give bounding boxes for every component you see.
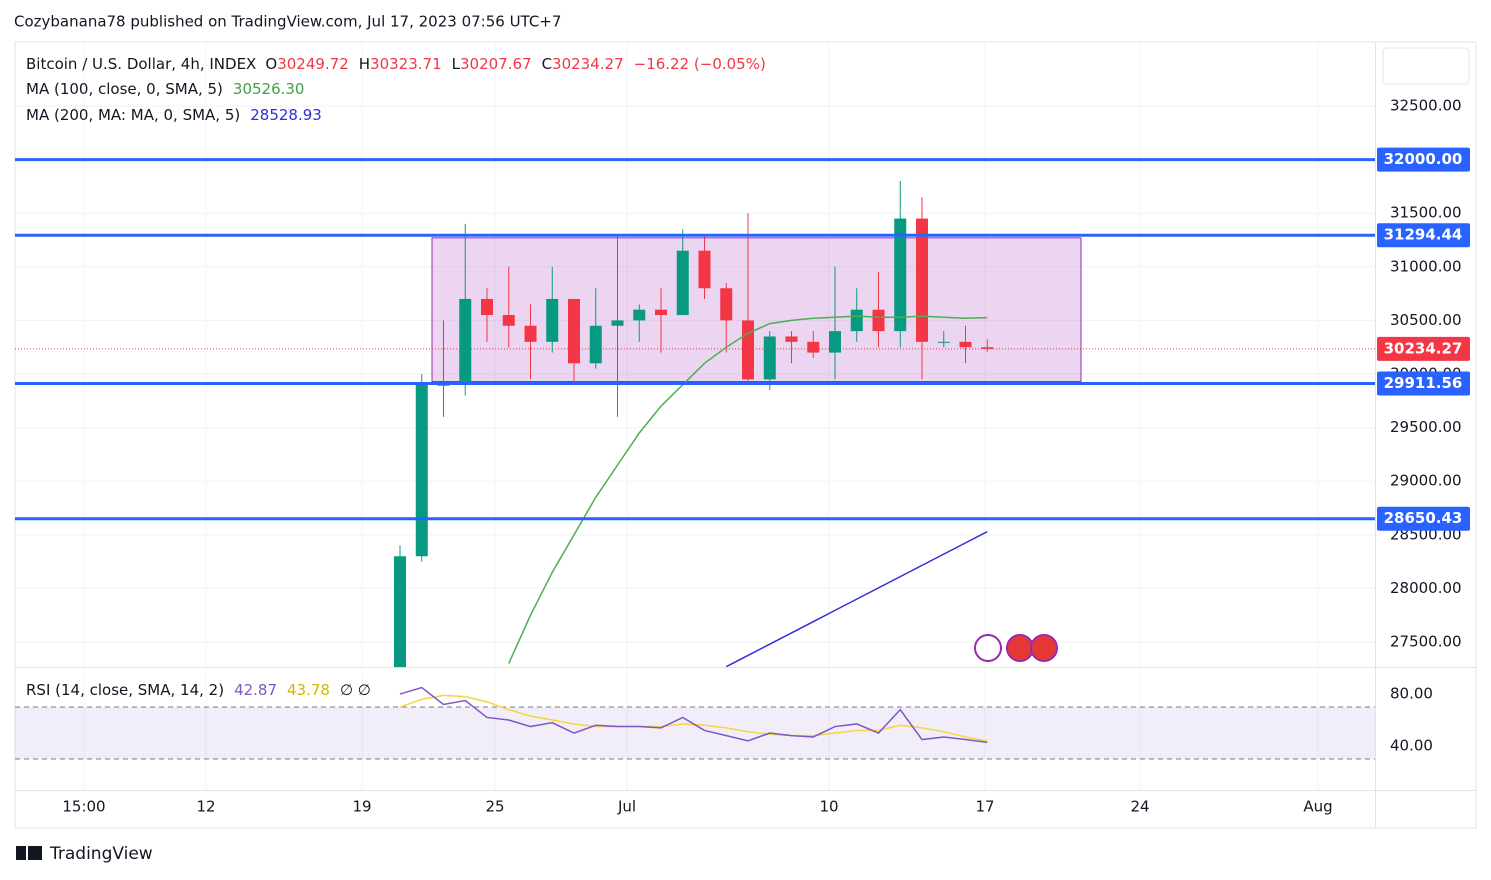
candle-body: [502, 315, 515, 326]
y-tick-label: 27500.00: [1390, 633, 1462, 651]
y-tick-label: 32500.00: [1390, 97, 1462, 115]
candle-body: [872, 309, 885, 332]
o-label: O: [265, 55, 277, 73]
candle-body: [850, 309, 863, 332]
x-tick-label: 24: [1130, 798, 1149, 816]
candle-body: [437, 384, 450, 386]
candle-body: [546, 298, 559, 342]
x-tick-label: 25: [485, 798, 504, 816]
level-label: 31294.44: [1384, 226, 1463, 244]
level-tag: [1377, 223, 1470, 248]
x-tick-label: 10: [819, 798, 838, 816]
candle-body: [937, 341, 950, 343]
x-tick-label: Aug: [1303, 798, 1332, 816]
rsi-tick-label: 80.00: [1390, 685, 1433, 703]
candle-body: [959, 341, 972, 348]
x-tick-label: Jul: [617, 798, 636, 816]
candle-body: [916, 218, 928, 342]
close: 30234.27: [552, 55, 624, 73]
c-label: C: [542, 55, 552, 73]
svg-text:MA (100, close, 0, SMA, 5)3052: MA (100, close, 0, SMA, 5) 30526.30: [26, 80, 304, 98]
l-label: L: [452, 55, 461, 73]
range-box: [431, 237, 1082, 383]
footer-logo: TradingView: [16, 844, 153, 864]
y-tick-label: 31000.00: [1390, 257, 1462, 275]
rsi-band: [15, 707, 1375, 760]
level-tag: [1377, 506, 1470, 531]
candle-body: [655, 309, 667, 316]
rsi-line: [399, 686, 988, 744]
header: Cozybanana78 published on TradingView.co…: [14, 13, 561, 31]
candle-body: [481, 298, 493, 316]
rsi-extra: ∅ ∅: [340, 681, 371, 699]
x-tick-label: 19: [352, 798, 371, 816]
symbol: Bitcoin / U.S. Dollar, 4h, INDEX: [26, 55, 256, 73]
level-label: 28650.43: [1384, 509, 1463, 527]
ma100-value: 30526.30: [233, 80, 305, 98]
ma100-label: MA (100, close, 0, SMA, 5): [26, 80, 223, 98]
svg-text:RSI (14, close, SMA, 14, 2)42.: RSI (14, close, SMA, 14, 2) 42.87 43.78 ∅ ∅: [26, 681, 371, 699]
last-price-label: 30234.27: [1384, 339, 1463, 357]
rsi-value: 42.87: [234, 681, 277, 699]
candle-body: [894, 218, 907, 332]
candle-body: [568, 298, 580, 364]
x-tick-label: 17: [975, 798, 994, 816]
high: 30323.71: [370, 55, 442, 73]
candle-body: [785, 336, 798, 342]
y-tick-label: 28000.00: [1390, 579, 1462, 597]
candle-body: [415, 384, 428, 557]
ma-line: [508, 315, 988, 664]
level-tag: [1377, 147, 1470, 172]
candle-body: [742, 320, 754, 380]
rsi-sma-value: 43.78: [287, 681, 330, 699]
level-label: 29911.56: [1384, 374, 1463, 392]
level-label: 32000.00: [1384, 150, 1463, 168]
brand: TradingView: [49, 844, 153, 864]
candle-body: [611, 320, 624, 326]
ma-line: [725, 531, 988, 667]
x-tick-label: 15:00: [62, 798, 105, 816]
open: 30249.72: [277, 55, 349, 73]
chart-frame: [14, 41, 1477, 829]
y-tick-label: 29000.00: [1390, 472, 1462, 490]
x-tick-label: 12: [196, 798, 215, 816]
y-tick-label: 30500.00: [1390, 311, 1462, 329]
axis-button[interactable]: [1382, 47, 1470, 85]
candle-body: [394, 556, 406, 667]
candle-body: [698, 250, 711, 289]
y-tick-label: 29500.00: [1390, 418, 1462, 436]
candle-body: [981, 347, 994, 349]
candle-body: [807, 341, 820, 353]
low: 30207.67: [460, 55, 532, 73]
candle-body: [763, 336, 776, 380]
event-icons[interactable]: [974, 634, 1058, 662]
last-price-tag: [1377, 336, 1470, 361]
rsi-tick-label: 40.00: [1390, 737, 1433, 755]
level-tag: [1377, 371, 1470, 396]
candle-body: [829, 331, 841, 353]
candle-body: [676, 250, 689, 316]
candle-body: [524, 325, 537, 342]
candle-body: [589, 325, 602, 364]
rsi-label: RSI (14, close, SMA, 14, 2): [26, 681, 224, 699]
legend: Bitcoin / U.S. Dollar, 4h, INDEX O30249.7…: [26, 55, 766, 699]
candle-body: [720, 288, 733, 321]
change: −16.22 (−0.05%): [634, 55, 766, 73]
ma200-value: 28528.93: [250, 106, 322, 124]
y-tick-label: 31500.00: [1390, 204, 1462, 222]
candle-body: [459, 298, 472, 385]
h-label: H: [359, 55, 370, 73]
svg-text:MA (200, MA: MA, 0, SMA, 5)285: MA (200, MA: MA, 0, SMA, 5) 28528.93: [26, 106, 322, 124]
svg-text:Bitcoin / U.S. Dollar, 4h, IND: Bitcoin / U.S. Dollar, 4h, INDEX O30249.7…: [26, 55, 766, 73]
candle-body: [633, 309, 646, 321]
ma200-label: MA (200, MA: MA, 0, SMA, 5): [26, 106, 240, 124]
